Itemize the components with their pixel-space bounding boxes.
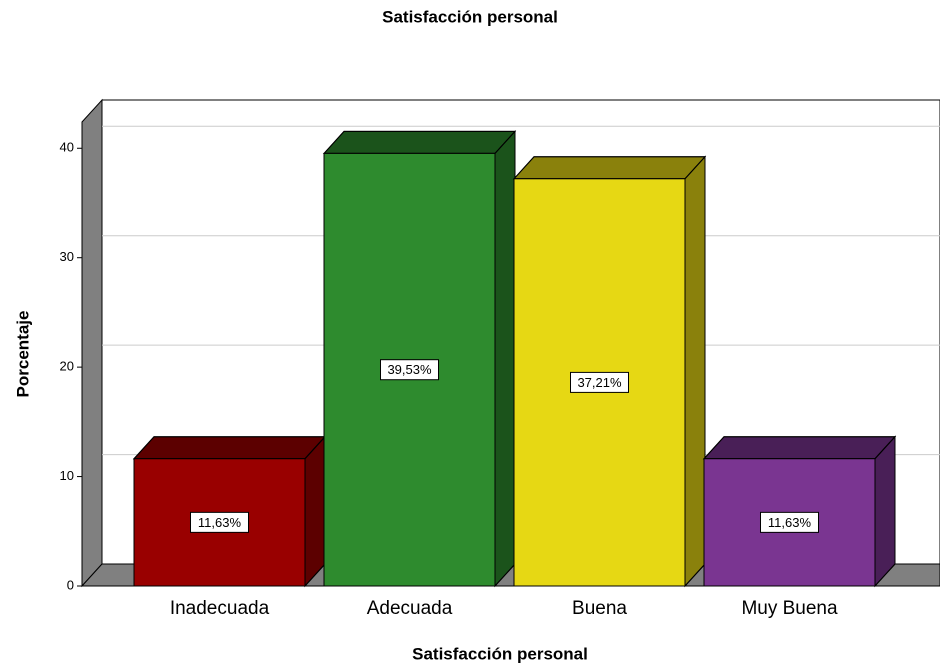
y-tick-label: 30	[60, 249, 74, 264]
left-wall	[81, 98, 103, 588]
bar-side-shade	[304, 435, 326, 588]
y-tick-label: 40	[60, 140, 74, 155]
x-tick-label: Adecuada	[367, 598, 453, 619]
bar-side-shade	[874, 435, 896, 588]
value-label: 37,21%	[577, 375, 622, 390]
bar-top-shade	[702, 436, 897, 460]
y-tick-label: 20	[60, 359, 74, 374]
value-label-box	[380, 359, 439, 381]
x-tick-label: Muy Buena	[741, 598, 838, 619]
y-axis-title: Porcentaje	[13, 311, 32, 398]
x-tick-label: Inadecuada	[170, 598, 270, 619]
value-label: 11,63%	[198, 515, 242, 530]
x-tick-label: Buena	[572, 598, 627, 619]
bar-side-shade	[494, 130, 516, 588]
value-label: 39,53%	[387, 362, 432, 377]
value-label-box	[760, 511, 819, 533]
y-tick-label: 0	[67, 577, 74, 592]
value-label-box	[190, 511, 249, 533]
value-label-box	[570, 371, 629, 393]
bar-top-shade	[512, 156, 707, 180]
value-label: 11,63%	[768, 515, 812, 530]
bar-top-shade	[322, 130, 517, 154]
chart-title: Satisfacción personal	[382, 7, 558, 26]
y-tick-label: 10	[60, 468, 74, 483]
bar-side-shade	[684, 155, 706, 588]
x-axis-title: Satisfacción personal	[412, 644, 588, 663]
bar-top-shade	[132, 436, 327, 460]
